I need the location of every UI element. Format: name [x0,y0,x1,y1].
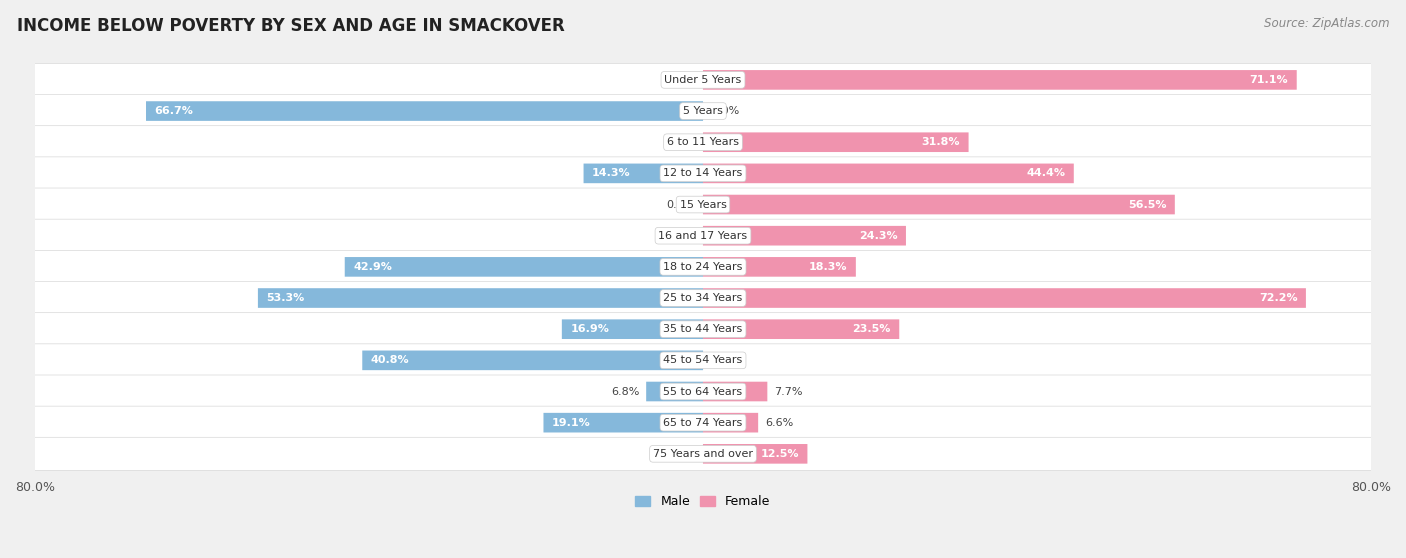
FancyBboxPatch shape [30,406,1376,439]
Text: 35 to 44 Years: 35 to 44 Years [664,324,742,334]
Text: 44.4%: 44.4% [1026,169,1066,179]
Text: Source: ZipAtlas.com: Source: ZipAtlas.com [1264,17,1389,30]
FancyBboxPatch shape [30,344,1376,377]
Text: 14.3%: 14.3% [592,169,630,179]
FancyBboxPatch shape [30,157,1376,190]
Text: 72.2%: 72.2% [1258,293,1298,303]
FancyBboxPatch shape [703,257,856,277]
FancyBboxPatch shape [703,195,1175,214]
Text: 16.9%: 16.9% [571,324,609,334]
FancyBboxPatch shape [703,70,1296,90]
Text: 40.8%: 40.8% [371,355,409,365]
Text: 65 to 74 Years: 65 to 74 Years [664,418,742,427]
FancyBboxPatch shape [363,350,703,370]
FancyBboxPatch shape [703,413,758,432]
Text: 53.3%: 53.3% [266,293,305,303]
Text: 0.0%: 0.0% [666,200,695,210]
FancyBboxPatch shape [30,126,1376,158]
FancyBboxPatch shape [703,382,768,401]
FancyBboxPatch shape [30,312,1376,346]
Text: 55 to 64 Years: 55 to 64 Years [664,387,742,397]
Text: 12.5%: 12.5% [761,449,799,459]
FancyBboxPatch shape [30,64,1376,97]
Text: 56.5%: 56.5% [1128,200,1167,210]
FancyBboxPatch shape [30,219,1376,252]
FancyBboxPatch shape [703,288,1306,308]
Text: 16 and 17 Years: 16 and 17 Years [658,230,748,240]
FancyBboxPatch shape [544,413,703,432]
FancyBboxPatch shape [703,163,1074,183]
Text: INCOME BELOW POVERTY BY SEX AND AGE IN SMACKOVER: INCOME BELOW POVERTY BY SEX AND AGE IN S… [17,17,565,35]
FancyBboxPatch shape [583,163,703,183]
FancyBboxPatch shape [344,257,703,277]
Text: 45 to 54 Years: 45 to 54 Years [664,355,742,365]
Text: 75 Years and over: 75 Years and over [652,449,754,459]
FancyBboxPatch shape [30,375,1376,408]
Text: 23.5%: 23.5% [852,324,891,334]
FancyBboxPatch shape [146,101,703,121]
FancyBboxPatch shape [30,437,1376,470]
Text: Under 5 Years: Under 5 Years [665,75,741,85]
Text: 66.7%: 66.7% [155,106,193,116]
Text: 0.0%: 0.0% [666,230,695,240]
Text: 31.8%: 31.8% [922,137,960,147]
Text: 0.0%: 0.0% [666,75,695,85]
FancyBboxPatch shape [703,226,905,246]
FancyBboxPatch shape [703,444,807,464]
FancyBboxPatch shape [30,94,1376,128]
Text: 0.0%: 0.0% [666,449,695,459]
Text: 25 to 34 Years: 25 to 34 Years [664,293,742,303]
FancyBboxPatch shape [647,382,703,401]
FancyBboxPatch shape [703,132,969,152]
Text: 0.0%: 0.0% [711,106,740,116]
Text: 24.3%: 24.3% [859,230,897,240]
FancyBboxPatch shape [30,188,1376,221]
Text: 71.1%: 71.1% [1250,75,1288,85]
FancyBboxPatch shape [30,281,1376,315]
Text: 15 Years: 15 Years [679,200,727,210]
Text: 5 Years: 5 Years [683,106,723,116]
Text: 19.1%: 19.1% [553,418,591,427]
Text: 12 to 14 Years: 12 to 14 Years [664,169,742,179]
FancyBboxPatch shape [30,251,1376,283]
FancyBboxPatch shape [703,319,900,339]
Text: 18.3%: 18.3% [808,262,848,272]
FancyBboxPatch shape [257,288,703,308]
Legend: Male, Female: Male, Female [630,490,776,513]
FancyBboxPatch shape [562,319,703,339]
Text: 18 to 24 Years: 18 to 24 Years [664,262,742,272]
Text: 42.9%: 42.9% [353,262,392,272]
Text: 6.6%: 6.6% [765,418,793,427]
Text: 6 to 11 Years: 6 to 11 Years [666,137,740,147]
Text: 6.8%: 6.8% [612,387,640,397]
Text: 7.7%: 7.7% [773,387,803,397]
Text: 0.0%: 0.0% [711,355,740,365]
Text: 0.0%: 0.0% [666,137,695,147]
